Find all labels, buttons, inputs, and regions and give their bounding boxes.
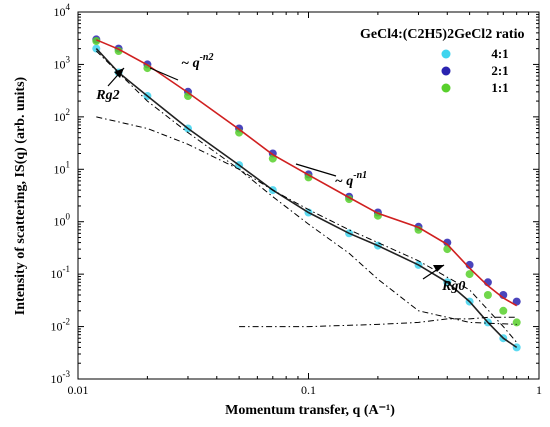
rg2-arrowhead [114,68,124,78]
fit-line-2 [95,50,517,325]
y-tick-label: 101 [54,159,71,176]
annotation-3: Rg0 [441,279,465,294]
slope-n2-line [149,67,179,81]
fit-line-1 [95,48,518,349]
fit-line-0 [95,39,518,307]
fit-line-3 [96,116,518,343]
x-tick-label: 0.1 [301,383,316,397]
x-tick-label: 1 [536,383,542,397]
annotation-2: Rg2 [95,88,119,103]
y-tick-label: 104 [54,2,71,19]
annotation-1: ~ q-n1 [335,170,367,189]
y-tick-label: 102 [54,107,71,124]
annotation-0: ~ q-n2 [181,52,213,71]
slope-n1-line [295,163,337,177]
legend-label-2: 1:1 [491,80,508,95]
legend-marker-2 [441,83,451,93]
legend-title: GeCl4:(C2H5)2GeCl2 ratio [360,27,524,42]
x-tick-label: 0.01 [68,383,89,397]
point-1-1-11 [465,270,474,279]
legend-marker-1 [441,66,451,76]
fit-lines [95,39,518,349]
point-1-1-0 [92,37,101,45]
y-tick-label: 10-2 [51,317,71,334]
legend-marker-0 [441,49,451,59]
y-tick-label: 10-3 [51,369,71,386]
scatter-points [92,35,521,352]
point-1-1-13 [499,306,508,315]
point-2-1-14 [512,297,521,306]
point-1-1-14 [512,318,521,327]
y-tick-label: 10-1 [51,264,71,281]
fit-line-4 [239,316,517,328]
axis-ticks: 0.01 0.1 1 10-3 10-2 10-1 100 101 102 103 104 [51,2,543,397]
y-tick-label: 103 [54,54,71,71]
legend: GeCl4:(C2H5)2GeCl2 ratio 4:1 2:1 1:1 [360,27,524,95]
legend-label-1: 2:1 [491,63,508,78]
point-1-1-12 [483,291,492,299]
annotations: ~ q-n2 ~ q-n1 Rg2 Rg0 [95,52,465,294]
legend-label-0: 4:1 [491,46,508,61]
y-axis-title: Intensity of scattering, IS(q) (arb. uni… [13,76,28,315]
rg0-arrowhead [433,265,444,272]
point-2-1-10 [443,238,452,247]
x-axis-title: Momentum transfer, q (A⁻¹) [225,403,395,418]
y-tick-label: 100 [54,212,71,229]
